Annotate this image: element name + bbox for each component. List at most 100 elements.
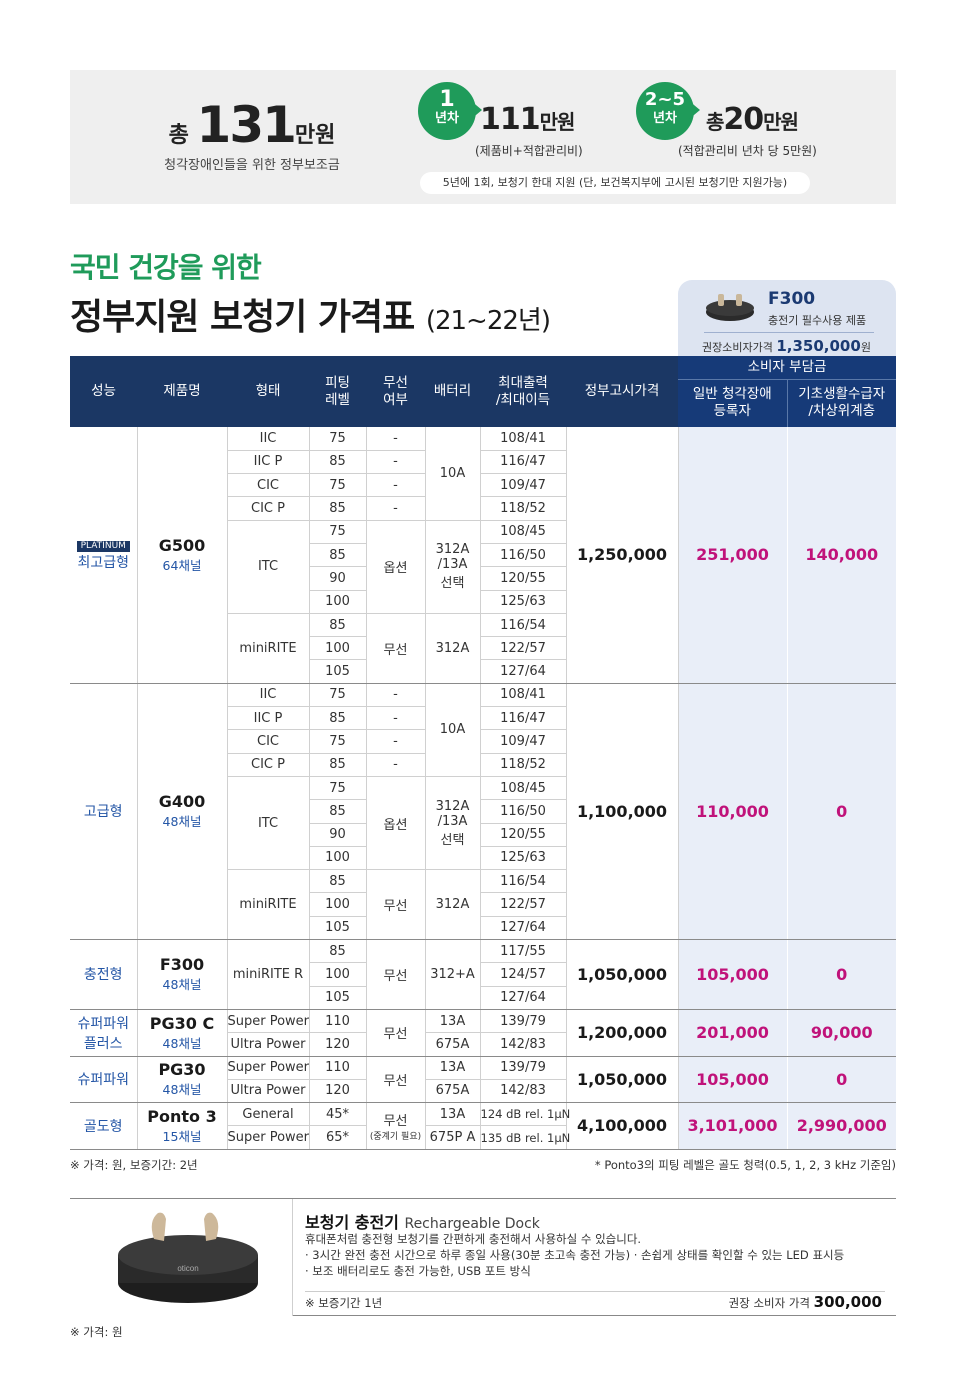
fitting-cell: 100: [309, 892, 367, 917]
gov-price: 1,200,000: [576, 1023, 668, 1043]
battery-cell: 675A: [425, 1079, 481, 1104]
wireless-cell: -: [366, 496, 426, 521]
maxout-cell: 118/52: [480, 496, 567, 521]
type-cell: CIC: [227, 729, 310, 754]
col-maxout: 최대출력 /최대이득: [480, 356, 566, 427]
type-cell: Super Power: [227, 1056, 310, 1080]
battery-cell: 312A: [425, 613, 481, 684]
wireless-cell: -: [366, 706, 426, 731]
fitting-cell: 45*: [309, 1102, 367, 1127]
basic-price-cell: 0: [787, 939, 896, 1010]
product-name: PG30 48채널: [138, 1060, 227, 1098]
fitting-cell: 85: [309, 869, 367, 894]
fitting-cell: 75: [309, 729, 367, 754]
fitting-cell: 85: [309, 496, 367, 521]
year1-note: (제품비+적합관리비): [475, 144, 583, 158]
fitting-cell: 90: [309, 566, 367, 591]
table-row: 85 116/50: [70, 799, 896, 824]
battery-cell: 312+A: [425, 939, 481, 1010]
product-channels: 48채널: [162, 1082, 202, 1098]
total-amount: 131: [196, 96, 297, 154]
gov-price: 1,100,000: [576, 801, 668, 821]
table-row: Ultra Power 120 675A 142/83: [70, 1032, 896, 1057]
fitting-cell: 75: [309, 683, 367, 708]
maxout-cell: 122/57: [480, 892, 567, 917]
type-cell: ITC: [227, 776, 310, 871]
f300-promo: F300 충전기 필수사용 제품 권장소비자가격 1,350,000원: [678, 280, 896, 362]
wireless-cell: 무선: [366, 939, 426, 1010]
maxout-cell: 116/47: [480, 706, 567, 731]
footnote-price: ※ 가격: 원, 보증기간: 2년: [70, 1158, 198, 1172]
perf-cell: 슈퍼파워 플러스: [70, 1009, 138, 1057]
general-price-cell: 110,000: [678, 683, 788, 941]
table-row: 골도형 Ponto 3 15채널 General 45* 무선 (중계기 필요) 13A 124…: [70, 1102, 896, 1150]
basic-price-cell: 140,000: [787, 427, 896, 684]
fitting-cell: 105: [309, 659, 367, 684]
general-price-cell: 105,000: [678, 939, 788, 1010]
product-cell: PG30 C 48채널: [137, 1009, 228, 1057]
charger-price: 권장 소비자 가격 300,000: [728, 1293, 882, 1311]
subsidy-banner: 총 131만원 청각장애인들을 위한 정부보조금 1 년차 111만원 (제품비…: [70, 70, 896, 204]
performance-label: 최고급형: [77, 555, 130, 572]
table-row: 100 122/57: [70, 892, 896, 917]
charger-title: 보청기 충전기 Rechargeable Dock: [305, 1213, 540, 1232]
table-row: 105 127/64: [70, 916, 896, 941]
maxout-cell: 127/64: [480, 659, 567, 684]
wireless-cell: 무선: [366, 1009, 426, 1057]
col-gov: 정부고시가격: [566, 356, 678, 427]
maxout-cell: 124 dB rel. 1μN: [480, 1102, 570, 1127]
year2-number: 2~5: [644, 89, 686, 110]
footnote-bottom: ※ 가격: 원: [70, 1325, 123, 1339]
battery-cell: 10A: [425, 683, 481, 777]
arrow-icon: [688, 100, 700, 120]
col-wireless: 무선 여부: [366, 356, 425, 427]
performance-label: 슈퍼파워 플러스: [77, 1015, 130, 1052]
type-cell: miniRITE R: [227, 939, 310, 1010]
type-cell: Ultra Power: [227, 1032, 310, 1057]
total-subsidy: 총 131만원 청각장애인들을 위한 정부보조금: [146, 96, 358, 173]
maxout-cell: 108/45: [480, 776, 567, 801]
product-channels: 48채널: [162, 1035, 202, 1051]
fitting-cell: 85: [309, 753, 367, 777]
year2-note: (적합관리비 년차 당 5만원): [678, 144, 817, 158]
battery-cell: 13A: [425, 1056, 481, 1080]
promo-name: F300: [768, 289, 816, 309]
gov-price-cell: 1,200,000: [566, 1009, 679, 1057]
product-name: G400 48채널: [138, 792, 227, 830]
type-cell: CIC P: [227, 496, 310, 521]
battery-cell: 13A: [425, 1009, 481, 1034]
maxout-cell: 127/64: [480, 986, 567, 1010]
fitting-cell: 85: [309, 799, 367, 824]
year1-badge: 1 년차: [418, 82, 476, 140]
basic-price: 0: [836, 964, 848, 984]
perf-cell: 충전형: [70, 939, 138, 1010]
charger-desc: 휴대폰처럼 충전형 보청기를 간편하게 충전해서 사용하실 수 있습니다. · …: [305, 1232, 845, 1278]
type-cell: IIC: [227, 427, 310, 451]
table-row: Super Power 65* 675P A 135 dB rel. 1μN: [70, 1125, 896, 1150]
product-channels: 15채널: [162, 1128, 202, 1144]
maxout-cell: 117/55: [480, 939, 567, 964]
table-row: Ultra Power 120 675A 142/83: [70, 1079, 896, 1104]
battery-cell: 10A: [425, 427, 481, 521]
table-row: CIC 75- 109/47: [70, 473, 896, 498]
battery-cell: 675P A: [425, 1125, 481, 1150]
fitting-cell: 110: [309, 1056, 367, 1080]
general-price: 105,000: [696, 1069, 769, 1089]
relay-note: (중계기 필요): [369, 1131, 422, 1142]
product-channels: 64채널: [162, 557, 202, 573]
general-price: 251,000: [696, 545, 769, 565]
table-row: 100 124/57: [70, 962, 896, 987]
arrow-icon: [470, 100, 482, 120]
performance-label: 슈퍼파워: [77, 1072, 130, 1089]
fitting-cell: 85: [309, 939, 367, 964]
type-cell: General: [227, 1102, 310, 1127]
product-name: G500 64채널: [138, 536, 227, 574]
basic-price: 90,000: [810, 1023, 873, 1043]
wireless-cell: 무선: [366, 613, 426, 684]
type-cell: Super Power: [227, 1009, 310, 1034]
battery-cell: 312A: [425, 869, 481, 941]
basic-price-cell: 0: [787, 1056, 896, 1104]
wireless-cell: -: [366, 473, 426, 498]
year1-number: 1: [439, 87, 455, 112]
product-name: PG30 C 48채널: [138, 1014, 227, 1052]
